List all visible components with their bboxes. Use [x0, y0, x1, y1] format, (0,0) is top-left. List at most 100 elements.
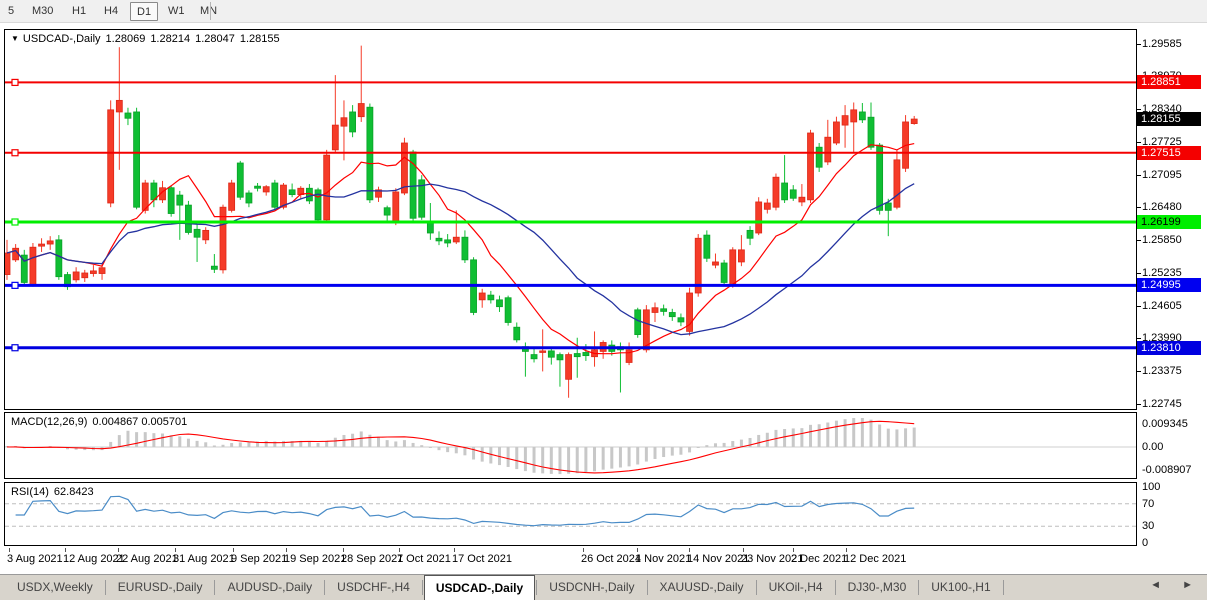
chart-tab-usdx[interactable]: USDX,Weekly	[17, 580, 93, 594]
hline-handle[interactable]	[11, 218, 19, 226]
candle-body	[496, 299, 503, 308]
candle-body	[625, 349, 633, 363]
chart-tab-ukoil[interactable]: UKOil-,H4	[768, 580, 823, 594]
macd-bar	[143, 432, 147, 447]
candle	[193, 224, 201, 262]
candle-body	[288, 189, 296, 195]
date-tick-mark	[9, 548, 10, 552]
current-price-label: 1.28155	[1137, 112, 1201, 127]
tab-scroll-left-icon[interactable]: ◄	[1150, 579, 1162, 591]
candle	[20, 249, 28, 285]
macd-signal-line	[6, 420, 915, 474]
candle-body	[392, 191, 400, 223]
candle	[72, 267, 80, 283]
rsi-panel[interactable]: RSI(14) 62.8423	[4, 482, 1137, 546]
chart-title: ▼ USDCAD-,Daily 1.28069 1.28214 1.28047 1.281…	[11, 33, 285, 45]
timeframe-button-MN[interactable]: MN	[200, 5, 218, 17]
price-axis: 1.295851.289701.283401.277251.270951.264…	[1137, 29, 1207, 549]
chart-tab-usdchf[interactable]: USDCHF-,H4	[337, 580, 410, 594]
macd-bar	[290, 441, 294, 447]
price-tick: 1.25235	[1142, 266, 1182, 279]
timeframe-button-5[interactable]: 5	[8, 5, 15, 17]
candle	[271, 179, 279, 210]
chart-tab-uk100[interactable]: UK100-,H1	[931, 580, 991, 594]
chart-tab-eurusd[interactable]: EURUSD-,Daily	[117, 580, 203, 594]
hline-handle[interactable]	[11, 149, 19, 157]
macd-bar	[549, 447, 553, 474]
timeframe-button-W1[interactable]: W1	[168, 5, 185, 17]
candle	[219, 204, 227, 274]
hline-handle[interactable]	[11, 78, 19, 87]
price-tick-mark	[1137, 403, 1141, 405]
date-tick-mark	[175, 548, 176, 552]
candlestick-chart[interactable]	[5, 30, 1136, 409]
candle	[107, 100, 115, 208]
hline-handle[interactable]	[11, 281, 19, 289]
candle-body	[668, 312, 676, 318]
macd-bar	[593, 447, 597, 472]
candle-body	[746, 229, 754, 239]
candle-body	[426, 222, 434, 234]
candle-body	[219, 206, 227, 271]
candle-body	[547, 350, 555, 358]
candle-body	[876, 144, 884, 211]
date-label: 4 Nov 2021	[635, 553, 692, 565]
macd-bar	[644, 447, 648, 462]
price-tick-mark	[1137, 174, 1141, 176]
candle	[452, 210, 460, 245]
candle-body	[271, 182, 279, 208]
chart-tab-xauusd[interactable]: XAUUSD-,Daily	[659, 580, 744, 594]
candle	[893, 149, 901, 210]
candle-body	[236, 162, 244, 198]
tab-separator	[324, 580, 326, 595]
symbol-dropdown-icon[interactable]: ▼	[11, 34, 19, 43]
candle	[694, 234, 702, 297]
candle-body	[530, 354, 538, 360]
macd-bar	[636, 447, 640, 465]
candle-body	[478, 292, 486, 301]
date-tick-mark	[846, 548, 847, 552]
macd-bar	[722, 442, 726, 447]
candle-body	[910, 118, 918, 124]
candle-body	[738, 249, 745, 263]
macd-bar	[895, 429, 899, 447]
candle	[625, 342, 633, 366]
candle-body	[798, 196, 806, 203]
price-tick-mark	[1137, 272, 1141, 274]
candle-body	[323, 154, 331, 221]
chart-tab-usdcad[interactable]: USDCAD-,Daily	[423, 575, 536, 600]
candle	[763, 198, 771, 214]
macd-bar	[446, 447, 450, 453]
candle-body	[651, 307, 659, 313]
candle-body	[720, 262, 728, 283]
macd-panel[interactable]: MACD(12,26,9) 0.004867 0.005701	[4, 412, 1137, 479]
candle	[176, 190, 184, 240]
price-chart-panel[interactable]: ▼ USDCAD-,Daily 1.28069 1.28214 1.28047 1.281…	[4, 29, 1137, 410]
timeframe-button-H1[interactable]: H1	[72, 5, 87, 17]
chart-tab-audusd[interactable]: AUDUSD-,Daily	[227, 580, 313, 594]
timeframe-button-M30[interactable]: M30	[32, 5, 54, 17]
macd-bar	[264, 440, 268, 447]
candle	[884, 198, 892, 237]
chart-tab-usdcnh[interactable]: USDCNH-,Daily	[549, 580, 635, 594]
hline-handle[interactable]	[11, 344, 19, 352]
macd-bar	[584, 447, 588, 473]
candle-body	[98, 267, 106, 274]
macd-bar	[480, 447, 484, 462]
candle	[798, 184, 806, 207]
timeframe-button-H4[interactable]: H4	[104, 5, 119, 17]
macd-label: MACD(12,26,9) 0.004867 0.005701	[11, 416, 192, 428]
candle	[461, 230, 469, 263]
timeframe-button-D1[interactable]: D1	[130, 2, 159, 21]
candle-body	[141, 182, 149, 211]
tab-scroll-right-icon[interactable]: ►	[1182, 579, 1193, 591]
price-label-1.28851: 1.28851	[1137, 75, 1201, 90]
candle-body	[193, 228, 201, 238]
candle	[357, 45, 365, 122]
macd-bar	[48, 446, 52, 447]
ma-slow-line	[6, 183, 915, 336]
ma-fast-line	[6, 143, 915, 355]
candle	[789, 185, 797, 201]
macd-bar	[74, 447, 78, 450]
chart-tab-dj30[interactable]: DJ30-,M30	[847, 580, 907, 594]
